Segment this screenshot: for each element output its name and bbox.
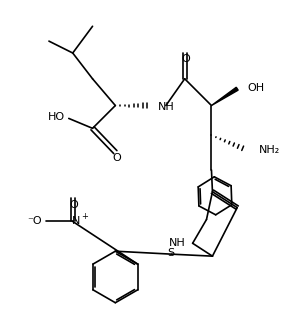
Text: O: O xyxy=(181,54,190,64)
Polygon shape xyxy=(211,87,238,106)
Text: NH: NH xyxy=(169,238,186,248)
Text: OH: OH xyxy=(247,83,264,93)
Text: ⁻O: ⁻O xyxy=(27,216,42,226)
Text: S: S xyxy=(167,248,174,258)
Text: NH: NH xyxy=(158,102,175,112)
Text: O: O xyxy=(112,153,121,163)
Text: +: + xyxy=(82,212,88,221)
Text: HO: HO xyxy=(48,113,65,122)
Text: O: O xyxy=(69,200,78,210)
Text: NH₂: NH₂ xyxy=(259,145,280,155)
Text: N: N xyxy=(71,216,80,226)
